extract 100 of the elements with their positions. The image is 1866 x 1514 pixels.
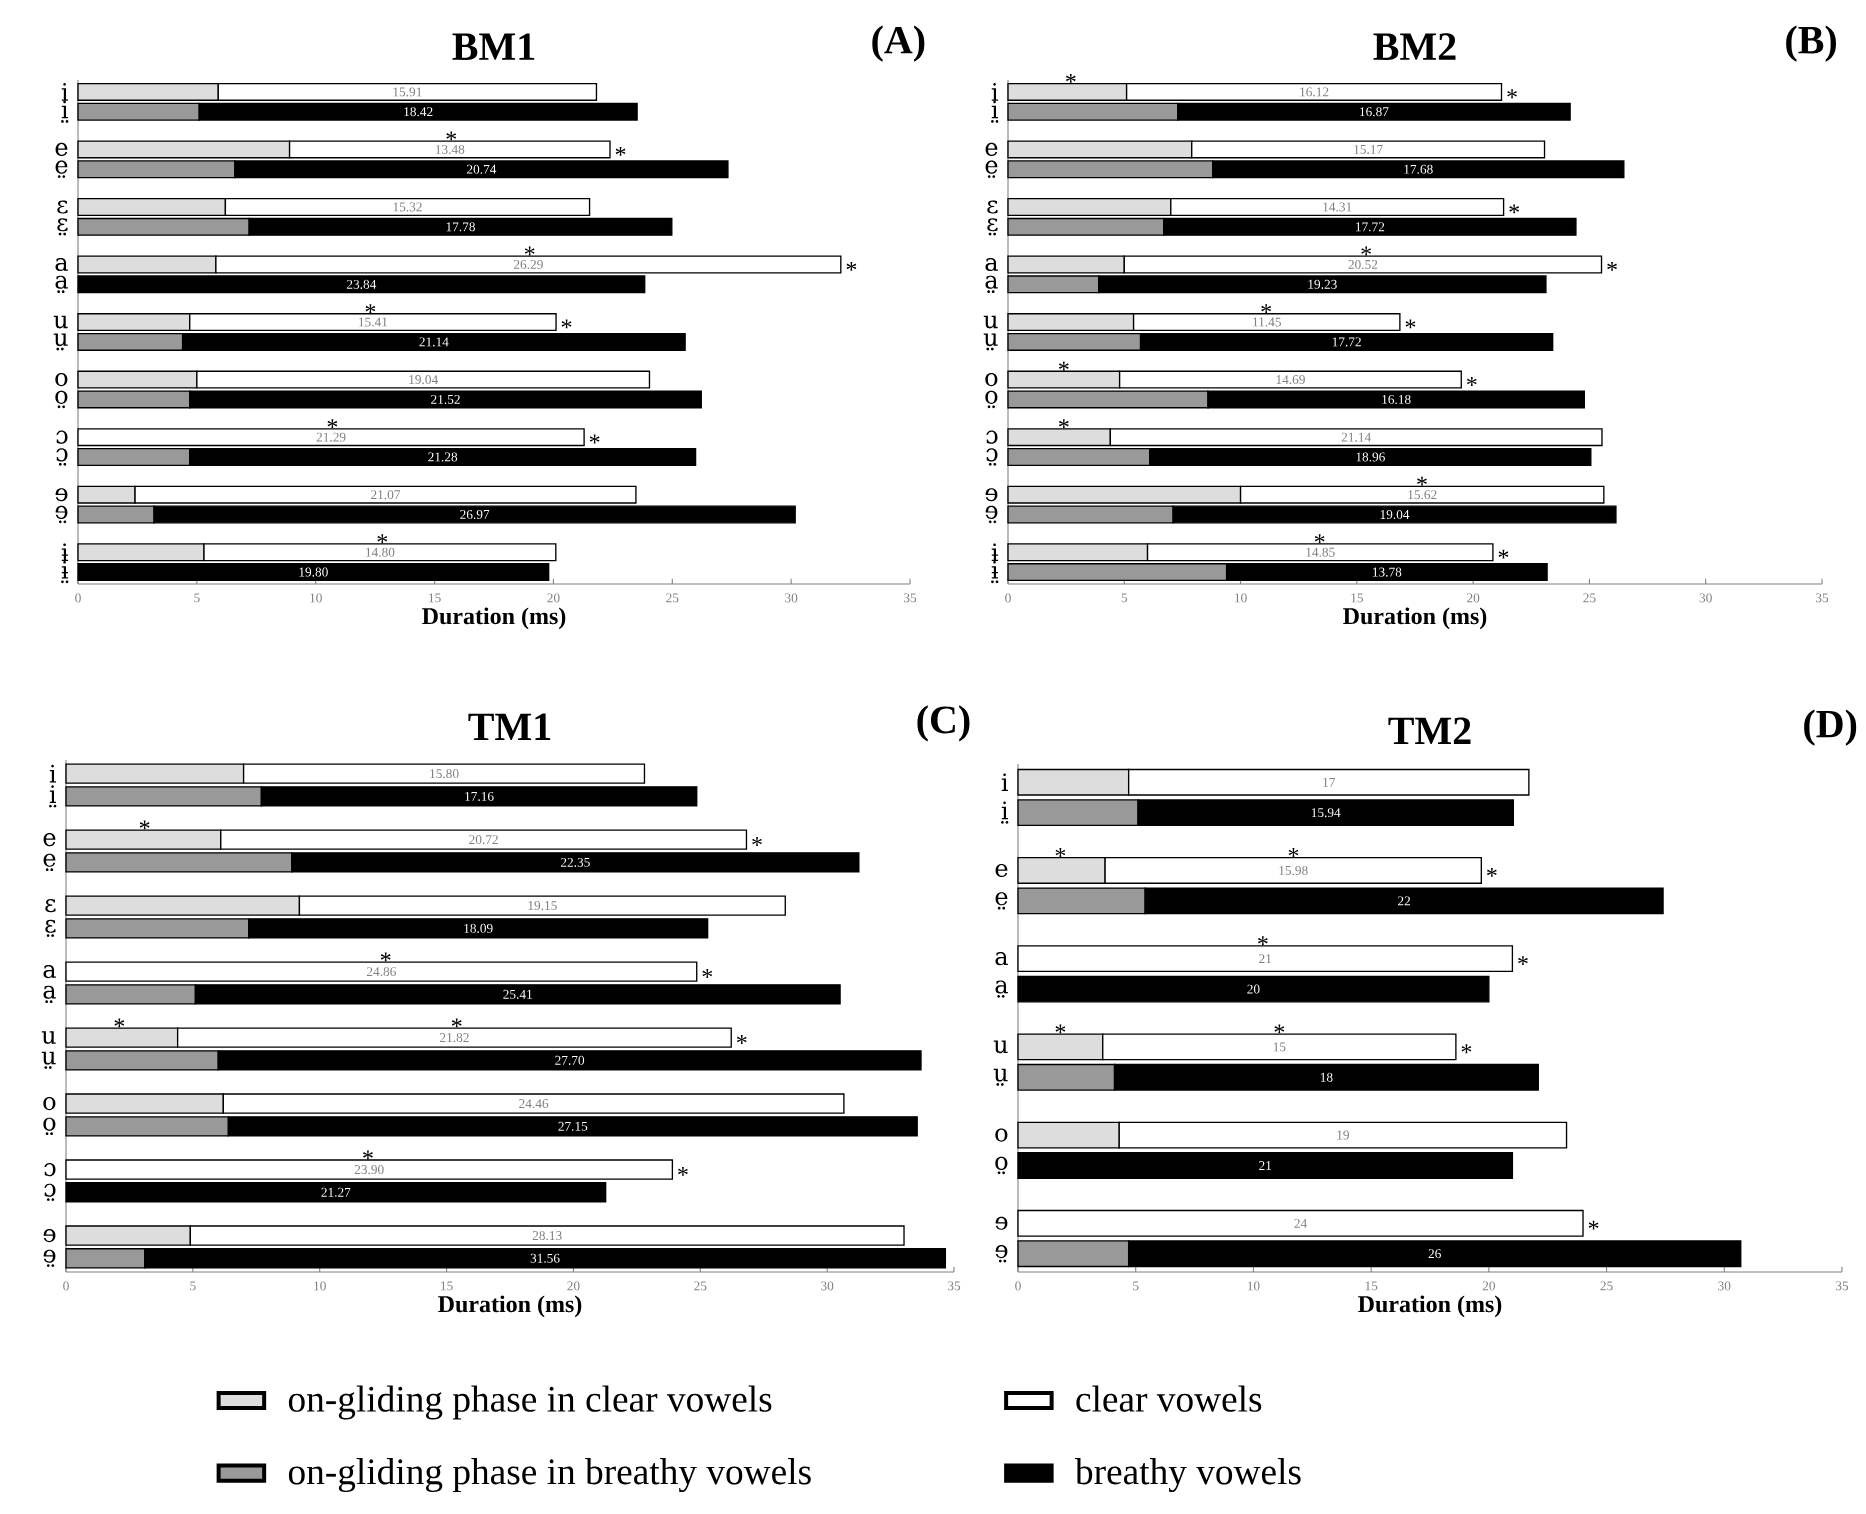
legend-label: breathy vowels (1074, 1458, 1301, 1493)
y-tick-label: ɛ (987, 200, 998, 214)
y-tick-label: i̤ (1001, 801, 1009, 824)
annotation: * (1466, 377, 1477, 386)
x-axis-title: Duration (ms) (438, 1295, 582, 1318)
y-tick-label: o (55, 373, 68, 387)
y-tick-label: e̤ (985, 160, 998, 178)
annotation: * (1417, 476, 1427, 486)
annotation: * (561, 319, 572, 329)
y-tick-label: ɘ̤ (985, 505, 998, 524)
y-tick-label: i̤ (49, 785, 57, 808)
y-tick-label: i (991, 83, 999, 101)
annotation: * (1058, 361, 1069, 371)
y-tick-label: a̤ (55, 275, 68, 294)
y-tick-label: i̤ (61, 100, 69, 123)
annotation: * (1065, 73, 1076, 83)
y-tick-label: a (43, 965, 56, 979)
text: (C) (917, 705, 970, 742)
legend-label: clear vowels (1076, 1385, 1262, 1412)
annotation: * (365, 304, 376, 313)
y-tick-label: a (985, 257, 998, 272)
x-axis-title: Duration (ms) (1358, 1295, 1502, 1318)
y-tick-label: a̤ (985, 275, 998, 294)
annotation: * (752, 837, 762, 846)
y-tick-label: ṳ (993, 1068, 1008, 1086)
y-tick-label: ɔ̤ (986, 448, 998, 466)
annotation: * (114, 1018, 125, 1028)
annotation: * (1518, 956, 1528, 965)
y-tick-label: e̤ (55, 160, 68, 178)
annotation: * (1258, 936, 1268, 946)
bar (1017, 975, 1490, 1003)
text: (A) (872, 25, 925, 62)
y-tick-label: ɔ̤ (44, 1183, 56, 1202)
y-tick-label: o̤ (55, 390, 68, 409)
y-tick-label: e (995, 863, 1008, 878)
y-tick-label: i (61, 83, 69, 101)
y-tick-label: ɘ̤ (55, 505, 68, 524)
y-tick-label: ɔ (44, 1163, 56, 1177)
y-tick-label: e (55, 142, 68, 156)
annotation: * (1055, 848, 1066, 857)
annotation: * (1498, 549, 1509, 559)
annotation: * (615, 146, 626, 156)
annotation: * (380, 952, 391, 962)
annotation: * (1361, 246, 1372, 256)
y-tick-label: u (53, 315, 68, 329)
y-tick-label: o (985, 373, 998, 387)
annotation: * (1507, 89, 1517, 99)
annotation: * (736, 1035, 747, 1044)
y-tick-label: ɘ̤ (43, 1249, 56, 1268)
y-tick-label: ɘ (43, 1229, 56, 1243)
y-tick-label: ɨ (991, 543, 999, 562)
legend-label: on-gliding phase in clear vowels (288, 1385, 772, 1420)
annotation: * (846, 261, 857, 271)
annotation: * (678, 1167, 688, 1176)
bar (1017, 945, 1514, 973)
annotation: * (1058, 419, 1069, 429)
y-tick-label: ɔ̤ (56, 448, 68, 466)
chart-title: TM1 (468, 713, 551, 740)
annotation: * (377, 534, 388, 544)
text: (B) (1786, 25, 1836, 62)
annotation: * (1509, 204, 1520, 214)
y-tick-label: ɛ (57, 200, 68, 214)
annotation: * (1461, 1044, 1472, 1054)
chart-title: BM1 (452, 33, 535, 60)
y-tick-label: ɔ (56, 430, 68, 444)
y-tick-label: ɔ (986, 430, 998, 444)
y-tick-label: ɨ (61, 543, 69, 562)
y-tick-label: ɘ̤ (995, 1245, 1008, 1263)
y-tick-label: ɘ (995, 1216, 1008, 1230)
y-tick-label: a̤ (43, 985, 56, 1004)
y-tick-label: u (983, 315, 998, 329)
annotation: * (524, 246, 535, 256)
annotation: * (702, 969, 713, 978)
y-tick-label: a (55, 257, 68, 272)
y-tick-label: e̤ (43, 853, 56, 872)
y-tick-label: u (41, 1031, 56, 1044)
annotation: * (1405, 319, 1416, 329)
y-tick-label: ɘ (55, 488, 68, 502)
x-axis-title: Duration (ms) (422, 607, 566, 630)
y-tick-label: ṳ (41, 1051, 56, 1069)
y-tick-label: u (993, 1040, 1008, 1054)
annotation: * (1607, 261, 1617, 271)
y-tick-label: i (49, 764, 57, 783)
y-tick-label: ɛ (45, 899, 56, 913)
y-tick-label: o (43, 1097, 56, 1111)
y-tick-label: e (43, 833, 56, 847)
y-tick-label: i (1001, 773, 1009, 792)
annotation: * (1288, 848, 1299, 857)
annotation: * (1261, 304, 1272, 313)
y-tick-label: ṳ (983, 333, 998, 351)
y-tick-label: ɛ̤ (45, 919, 56, 937)
legend-label: on-gliding phase in breathy vowels (288, 1458, 811, 1493)
y-tick-label: e̤ (995, 892, 1008, 910)
annotation: * (451, 1018, 462, 1028)
y-tick-label: ɘ (985, 488, 998, 502)
y-tick-label: ṳ (53, 333, 68, 351)
annotation: * (1487, 867, 1497, 877)
y-tick-label: ɨ̤ (61, 560, 69, 584)
annotation: * (446, 131, 457, 141)
y-tick-label: a (995, 952, 1008, 966)
